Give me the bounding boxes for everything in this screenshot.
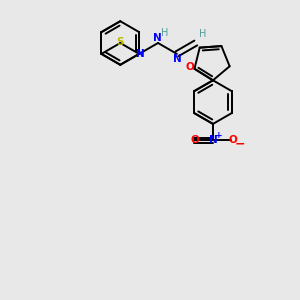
Text: O: O	[228, 135, 237, 145]
Text: −: −	[235, 138, 246, 151]
Text: N: N	[153, 33, 161, 43]
Text: H: H	[161, 28, 169, 38]
Text: N: N	[208, 135, 217, 145]
Text: S: S	[116, 37, 124, 47]
Text: H: H	[199, 29, 206, 39]
Text: N: N	[136, 49, 145, 59]
Text: +: +	[215, 131, 223, 140]
Text: N: N	[172, 54, 181, 64]
Text: O: O	[185, 62, 194, 72]
Text: O: O	[190, 135, 199, 145]
